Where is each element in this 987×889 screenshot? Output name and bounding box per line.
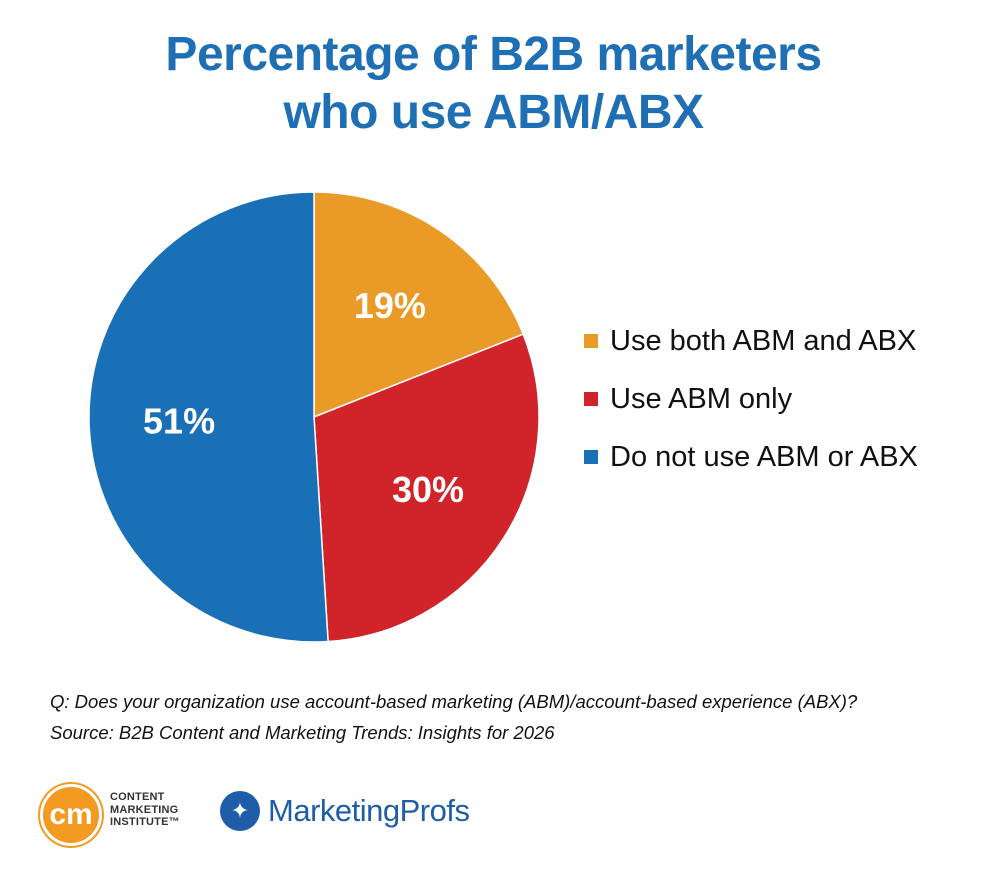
legend-swatch-neither bbox=[584, 450, 598, 464]
legend: Use both ABM and ABX Use ABM only Do not… bbox=[584, 312, 918, 486]
data-label-neither: 51% bbox=[143, 401, 215, 442]
cmi-logo-mark: cm bbox=[40, 784, 102, 846]
cmi-logo-text: CONTENT MARKETING INSTITUTE™ bbox=[110, 791, 180, 829]
chart-title-line-1: Percentage of B2B marketers bbox=[165, 28, 822, 81]
legend-item-abm-only: Use ABM only bbox=[584, 370, 918, 428]
legend-label-abm-only: Use ABM only bbox=[610, 382, 793, 415]
legend-swatch-both bbox=[584, 334, 598, 348]
bird-icon: ✦ bbox=[220, 791, 260, 831]
pie-slice-neither bbox=[88, 191, 329, 643]
marketingprofs-logo: ✦ MarketingProfs bbox=[220, 789, 500, 837]
footnote: Q: Does your organization use account-ba… bbox=[50, 686, 857, 748]
data-label-both: 19% bbox=[354, 285, 426, 326]
survey-question: Q: Does your organization use account-ba… bbox=[50, 691, 858, 712]
legend-item-both: Use both ABM and ABX bbox=[584, 312, 918, 370]
chart-title: Percentage of B2B marketers who use ABM/… bbox=[0, 26, 987, 142]
legend-swatch-abm-only bbox=[584, 392, 598, 406]
pie-slice-both bbox=[313, 191, 525, 419]
legend-item-neither: Do not use ABM or ABX bbox=[584, 428, 918, 486]
cmi-logo-line: CONTENT bbox=[110, 791, 165, 803]
data-label-abm-only: 30% bbox=[392, 469, 464, 510]
chart-title-line-2: who use ABM/ABX bbox=[283, 86, 704, 139]
cmi-logo-line: MARKETING bbox=[110, 803, 179, 816]
content-marketing-institute-logo: cm CONTENT MARKETING INSTITUTE™ bbox=[40, 784, 240, 846]
source-note: Source: B2B Content and Marketing Trends… bbox=[50, 722, 555, 743]
legend-label-neither: Do not use ABM or ABX bbox=[610, 440, 918, 473]
cmi-logo-line: INSTITUTE™ bbox=[110, 816, 180, 828]
pie-slice-abm-only bbox=[313, 333, 540, 643]
legend-label-both: Use both ABM and ABX bbox=[610, 324, 917, 357]
marketingprofs-wordmark: MarketingProfs bbox=[268, 793, 470, 828]
